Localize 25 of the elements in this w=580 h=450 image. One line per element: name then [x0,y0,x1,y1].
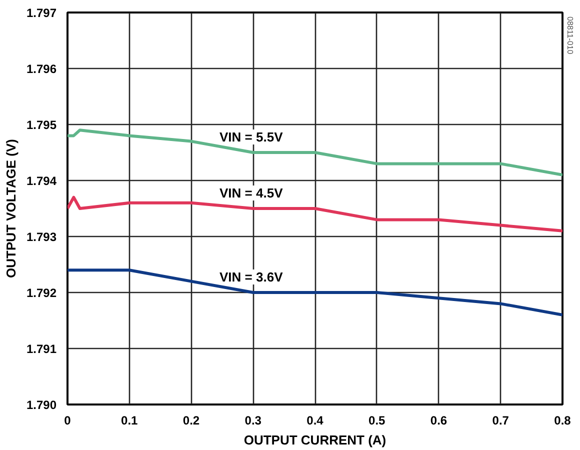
x-tick-label: 0 [64,414,72,428]
y-axis-title: OUTPUT VOLTAGE (V) [3,139,18,278]
x-tick-label: 0.6 [430,414,448,428]
text: 08811-010 [566,16,574,55]
y-tick-label: 1.797 [26,6,57,20]
series-label: VIN = 4.5V [220,186,284,200]
x-tick-label: 0.5 [368,414,386,428]
line-series [68,268,562,316]
y-tick-label: 1.790 [26,398,57,412]
x-tick-label: 0.2 [182,414,200,428]
line-series [68,128,562,176]
x-tick-label: 0.8 [554,414,572,428]
y-tick-label: 1.796 [26,62,57,76]
x-tick-label: 0.4 [306,414,324,428]
series-label: VIN = 5.5V [220,130,284,144]
series-label: VIN = 3.6V [220,270,284,284]
x-tick-label: 0.3 [244,414,262,428]
x-tick-label: 0.1 [121,414,138,428]
x-axis-title: OUTPUT CURRENT (A) [244,432,386,448]
y-tick-label: 1.794 [26,174,57,188]
y-tick-label: 1.795 [26,118,57,132]
y-tick-label: 1.791 [26,342,57,356]
y-tick-label: 1.792 [26,286,57,300]
x-tick-label: 0.7 [492,414,510,428]
y-tick-label: 1.793 [26,230,57,244]
